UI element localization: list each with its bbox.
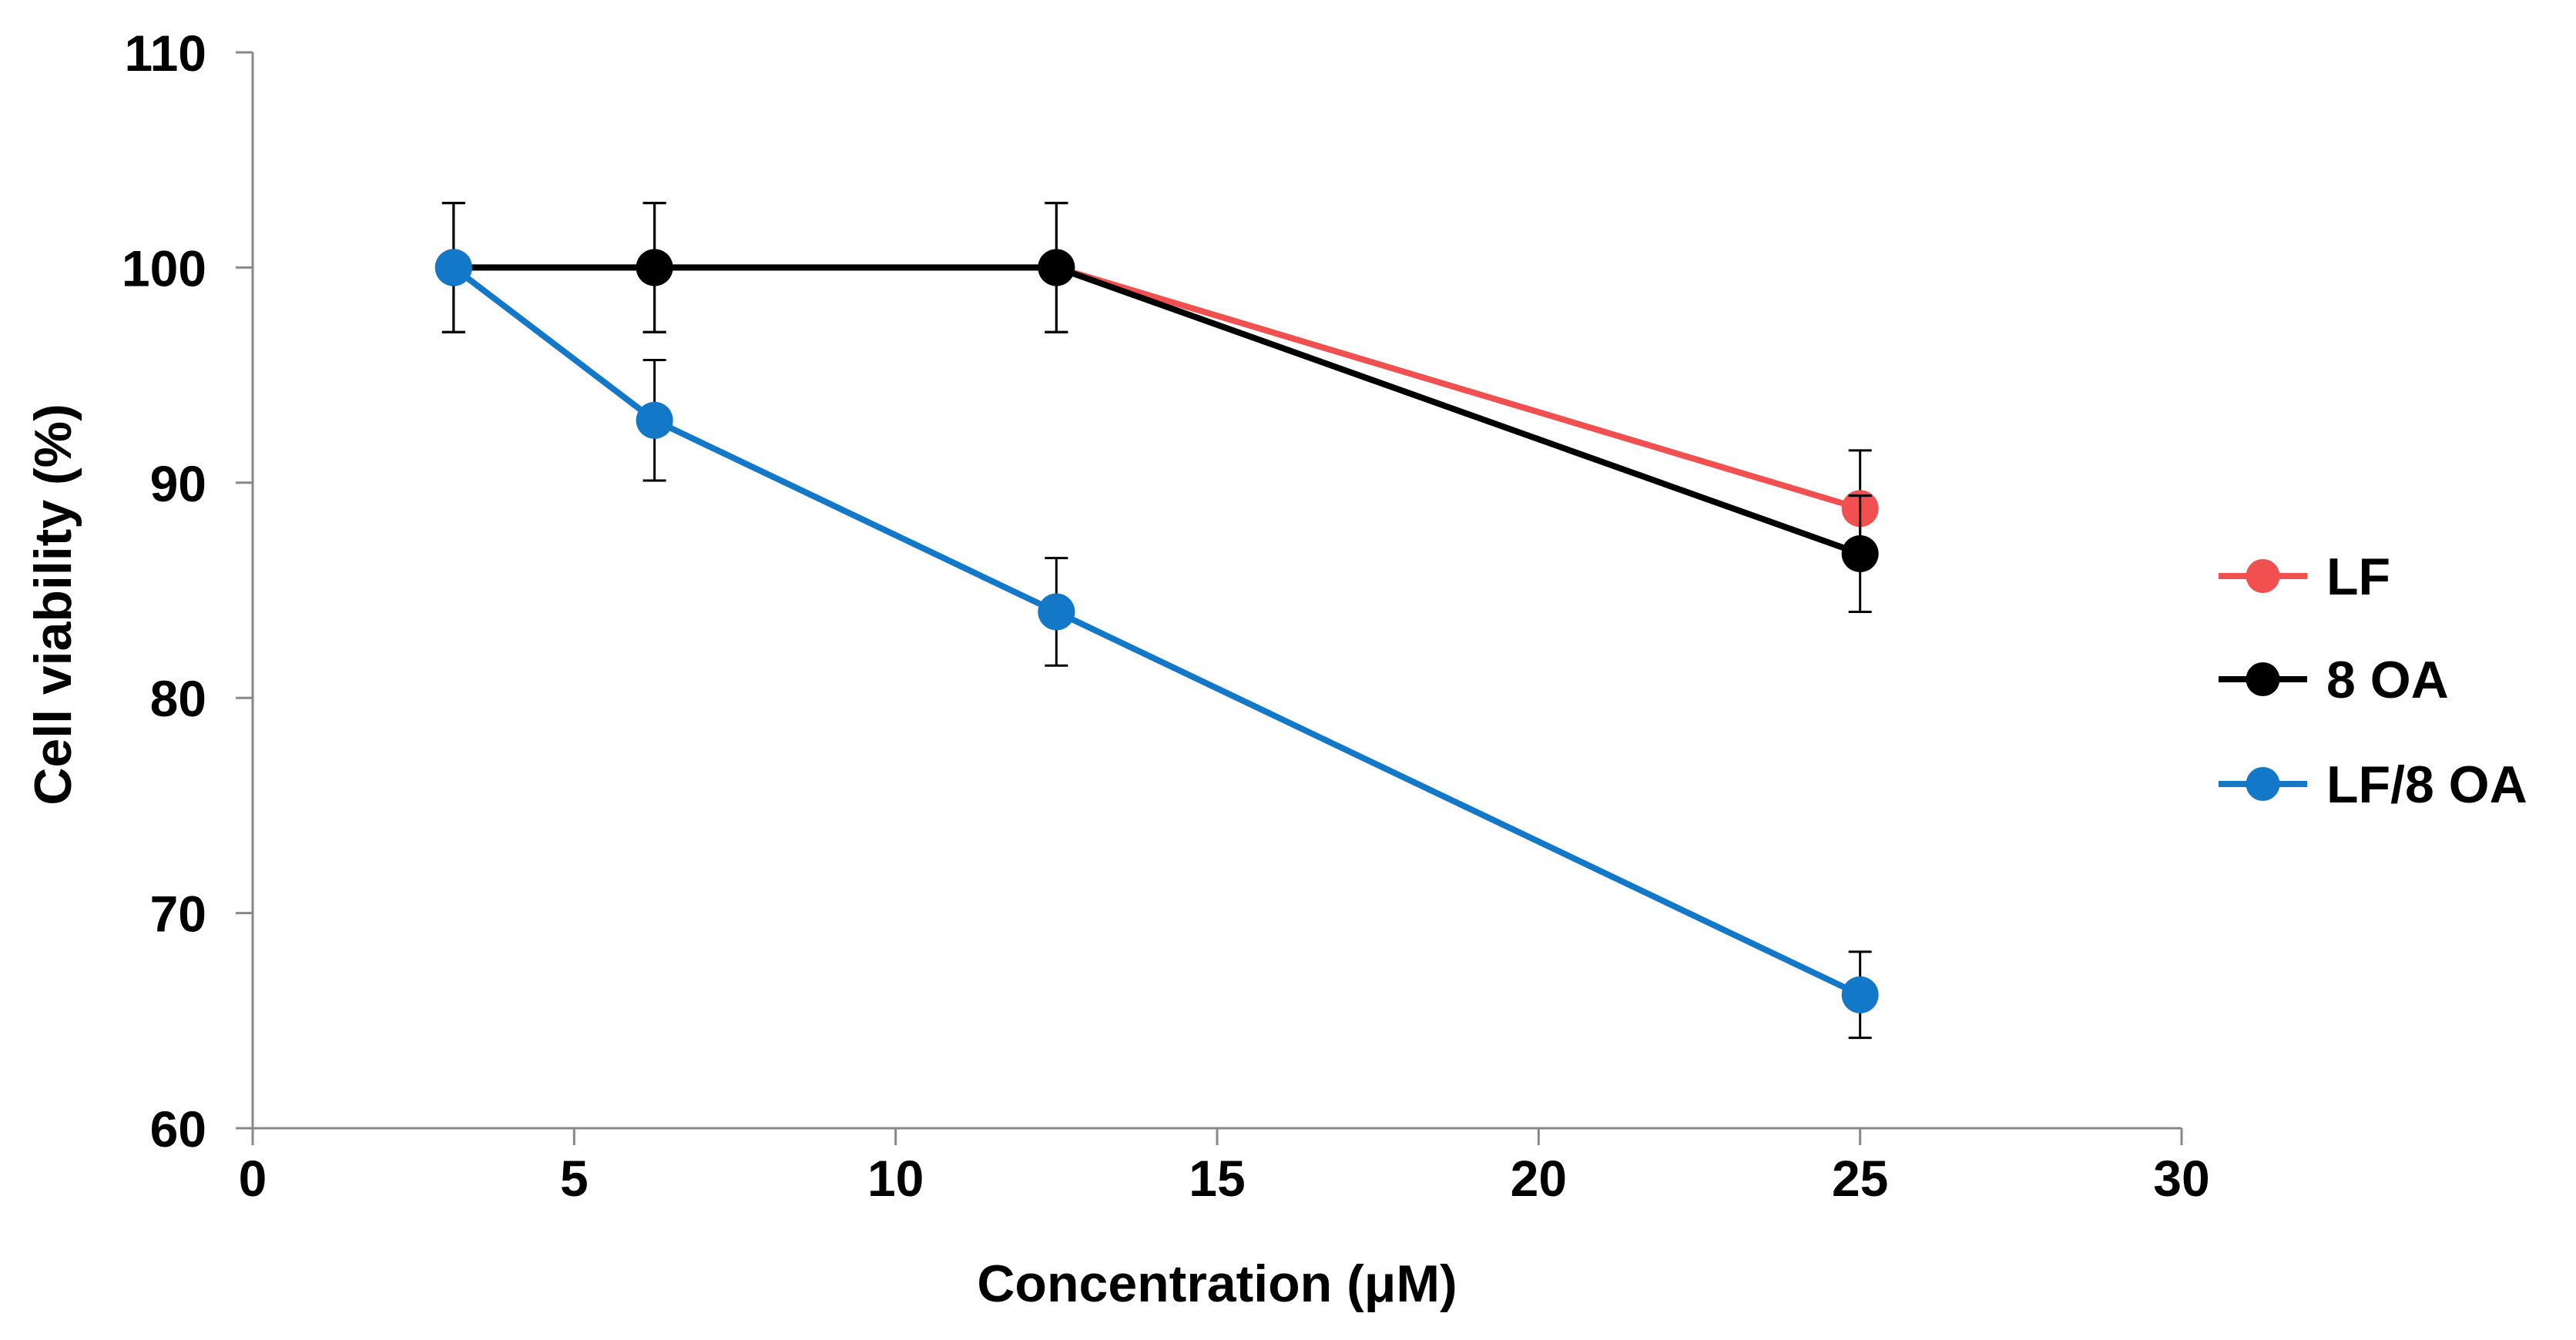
legend-label: LF/8 OA [2326,755,2527,814]
y-tick-label: 110 [125,25,206,82]
data-point [434,249,472,286]
legend-marker [2246,662,2280,696]
x-tick-label: 10 [867,1150,924,1207]
series-line [451,265,1862,998]
data-point [636,401,673,439]
x-tick-label: 5 [560,1150,589,1207]
series-layer [434,202,1879,1040]
y-tick-label: 70 [150,886,206,943]
legend-marker [2246,767,2280,801]
data-point [1841,535,1879,573]
legend-layer: LF 8 OA LF/8 OA [2219,548,2527,814]
x-tick-label: 20 [1511,1150,1567,1207]
y-tick-label: 60 [150,1100,206,1157]
legend-item: LF/8 OA [2219,755,2527,814]
data-point [636,249,673,286]
x-tick-label: 25 [1832,1150,1888,1207]
axes-layer: 60 70 80 90 100 110 0 5 10 15 20 25 30 [122,25,2210,1207]
legend-item: 8 OA [2219,651,2449,709]
legend-marker [2246,559,2280,593]
x-tick-label: 0 [239,1150,267,1207]
series-8-oa [434,202,1879,613]
data-point [1841,976,1879,1013]
legend-label: 8 OA [2326,651,2449,709]
series-lf-8-oa [434,249,1879,1040]
series-line [453,264,1862,557]
legend-label: LF [2326,548,2390,606]
legend-item: LF [2219,548,2390,606]
x-axis-title: Concentration (μM) [977,1255,1457,1313]
data-point [1038,249,1075,286]
x-tick-label: 15 [1189,1150,1245,1207]
y-tick-label: 100 [122,240,206,296]
y-tick-label: 90 [150,455,206,512]
x-tick-label: 30 [2153,1150,2209,1207]
y-tick-label: 80 [150,670,206,727]
data-point [1038,593,1075,631]
y-axis-title: Cell viability (%) [24,404,82,805]
